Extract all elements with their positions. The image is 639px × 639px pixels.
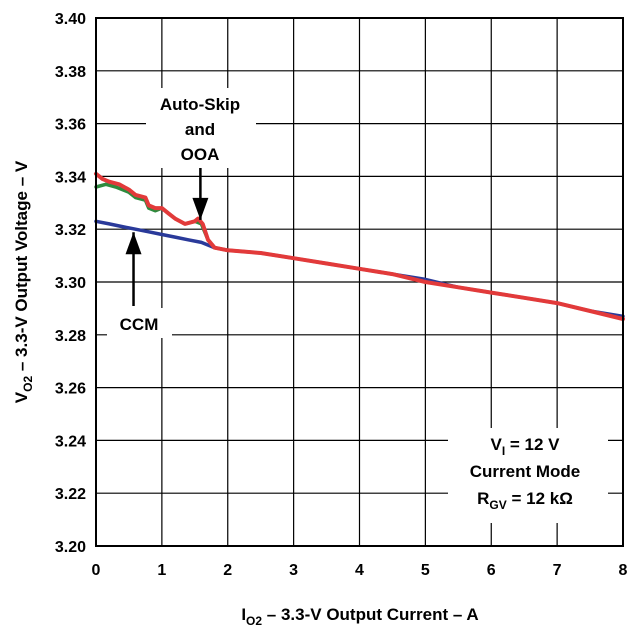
- x-tick-label: 6: [487, 562, 496, 579]
- auto-skip-label-line: OOA: [181, 145, 220, 164]
- x-tick-label: 0: [92, 562, 101, 579]
- x-tick-label: 3: [289, 562, 298, 579]
- x-tick-label: 4: [355, 562, 364, 579]
- y-tick-label: 3.40: [55, 11, 86, 28]
- y-axis-label-main: V: [12, 391, 31, 403]
- auto-skip-arrow-head: [192, 197, 209, 220]
- condition-line: RGV = 12 kΩ: [477, 489, 573, 512]
- ccm-label: CCM: [120, 315, 159, 334]
- condition-box: VI = 12 V Current Mode RGV = 12 kΩ: [448, 428, 608, 523]
- x-tick-label: 5: [421, 562, 430, 579]
- y-tick-label: 3.22: [55, 486, 86, 503]
- y-axis-label-rest: – 3.3-V Output Voltage – V: [12, 160, 31, 376]
- y-tick-labels: 3.20 3.22 3.24 3.26 3.28 3.30 3.32 3.34 3.36 3.38…: [55, 11, 86, 556]
- y-tick-label: 3.26: [55, 381, 86, 398]
- y-tick-label: 3.32: [55, 222, 86, 239]
- auto-skip-label-bg: [146, 88, 256, 168]
- condition-line: Current Mode: [470, 462, 581, 481]
- x-tick-label: 2: [223, 562, 232, 579]
- y-tick-label: 3.38: [55, 64, 86, 81]
- x-tick-labels: 0 1 2 3 4 5 6 7 8: [92, 562, 628, 579]
- y-tick-label: 3.34: [55, 169, 86, 186]
- x-tick-label: 8: [619, 562, 628, 579]
- x-tick-label: 7: [553, 562, 562, 579]
- x-axis-label-main: I: [241, 605, 246, 624]
- auto-skip-label-line: and: [185, 120, 215, 139]
- x-axis-label-sub: O2: [246, 614, 262, 628]
- y-tick-label: 3.20: [55, 539, 86, 556]
- auto-skip-label-line: Auto-Skip: [160, 95, 240, 114]
- y-tick-label: 3.36: [55, 117, 86, 134]
- y-tick-label: 3.30: [55, 275, 86, 292]
- condition-line: VI = 12 V: [490, 435, 560, 458]
- y-tick-label: 3.24: [55, 433, 86, 450]
- condition-box-bg: [448, 428, 608, 523]
- grid: [95, 17, 624, 547]
- plot-frame: [95, 17, 624, 547]
- ccm-arrow-head: [125, 232, 142, 255]
- annotations: Auto-Skip and OOA CCM: [107, 88, 256, 338]
- y-axis-label-sub: O2: [21, 376, 35, 392]
- x-axis-label-rest: – 3.3-V Output Current – A: [262, 605, 479, 624]
- y-axis-label: VO2 – 3.3-V Output Voltage – V: [12, 160, 35, 403]
- x-tick-label: 1: [157, 562, 166, 579]
- series-lines: [94, 171, 625, 321]
- x-axis-label: IO2 – 3.3-V Output Current – A: [241, 605, 478, 628]
- ccm-label-bg: [107, 308, 172, 338]
- y-tick-label: 3.28: [55, 328, 86, 345]
- series-line-3: [94, 171, 625, 321]
